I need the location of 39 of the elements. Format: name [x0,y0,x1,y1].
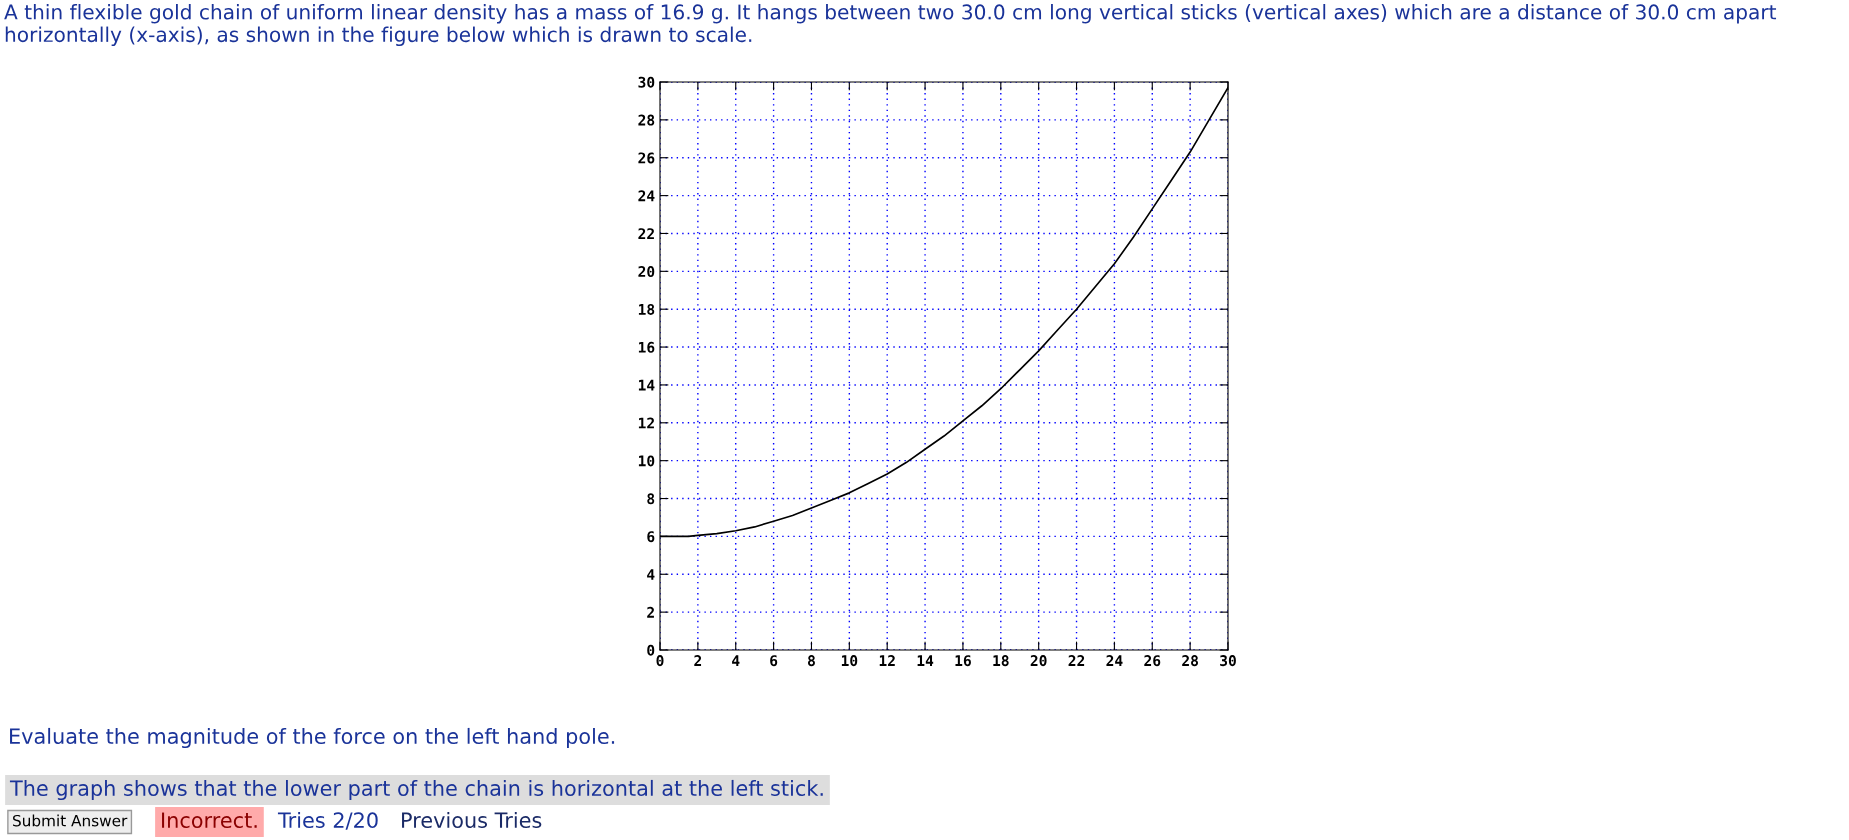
y-tick-label: 16 [638,341,655,353]
y-tick-label: 22 [638,228,654,240]
x-tick-label: 6 [770,655,778,667]
chart-title: A thin flexible gold chain of uniform linear density has a mass of 16.9 g. It hangs between two 30.0 cm long vertical sticks (vertical axes) which are a distance of 30.0 cm apart horizontally (x-axis), as shown in the figure below which is drawn to scale. [4,4,1777,47]
x-tick-label: 12 [879,655,895,666]
y-tick-label: 12 [638,417,654,429]
y-tick-label: 2 [647,606,654,618]
y-tick-label: 26 [638,152,655,164]
y-tick-label: 6 [647,531,655,543]
text: Evaluate the magnitude of the force on the left hand pole. [10,727,615,749]
x-tick-label: 10 [841,655,858,667]
y-tick-label: 24 [638,190,655,202]
text: Submit Answer [13,814,128,827]
x-tick-label: 8 [808,655,815,667]
y-tick-label: 8 [647,493,655,505]
y-tick-label: 20 [638,266,655,278]
x-tick-label: 20 [1030,655,1047,667]
x-tick-label: 14 [917,655,934,666]
y-tick-label: 18 [638,303,655,315]
y-tick-label: 0 [647,644,655,656]
y-tick-label: 4 [647,569,655,580]
x-tick-label: 16 [955,655,971,667]
text: Tries 2/20 [277,811,378,830]
y-tick-label: 10 [638,455,655,467]
text: Incorrect. [162,812,257,829]
text: Previous Tries [402,811,542,829]
x-tick-label: 26 [1144,655,1161,667]
x-tick-label: 28 [1182,655,1198,667]
text: The graph shows that the lower part of the chain is horizontal at the left stick. [9,779,823,801]
x-tick-label: 18 [993,655,1009,667]
x-tick-label: 4 [732,655,740,666]
x-tick-label: 24 [1106,655,1123,666]
x-tick-label: 2 [694,655,702,666]
x-tick-label: 0 [656,655,664,667]
x-tick-label: 22 [1068,655,1085,666]
x-tick-label: 30 [1220,655,1236,667]
y-tick-label: 28 [638,114,655,126]
y-tick-label: 30 [638,76,655,88]
y-tick-label: 14 [638,379,655,391]
